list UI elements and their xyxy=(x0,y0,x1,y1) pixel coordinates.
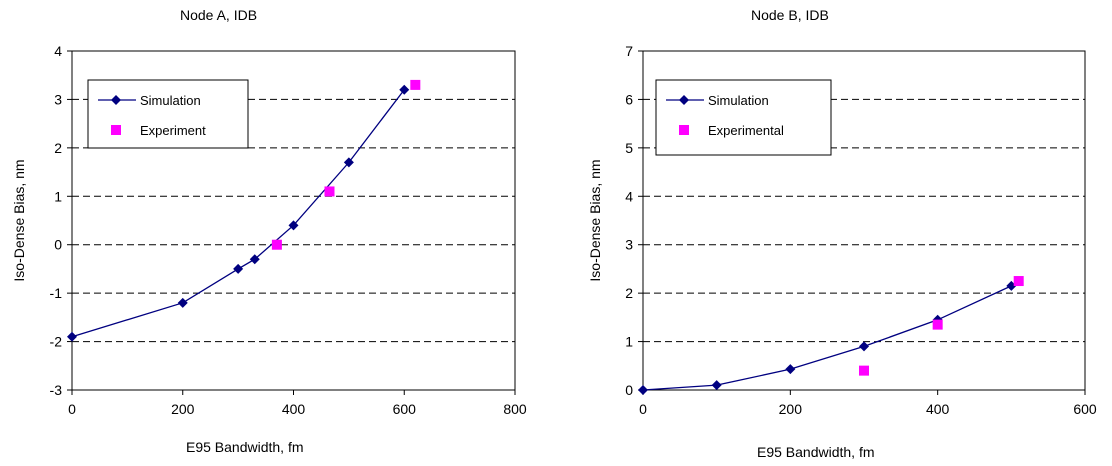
legend: Simulation Experiment xyxy=(87,79,249,149)
x-tick-label: 400 xyxy=(282,401,306,417)
data-point-experiment xyxy=(859,365,869,376)
legend-marker-diamond xyxy=(111,95,121,105)
y-axis-label: Iso-Dense Bias, nm xyxy=(587,159,603,281)
data-point-simulation xyxy=(67,331,77,342)
legend-marker-square xyxy=(679,125,689,135)
chart-node-a: Node A, IDB E95 Bandwidth, fm Iso-Dense … xyxy=(11,7,527,455)
legend-entry-label: Experimental xyxy=(708,123,784,138)
data-point-experiment xyxy=(932,319,943,330)
data-point-simulation xyxy=(343,157,354,168)
legend-box xyxy=(655,79,832,156)
chart-node-b: Node B, IDB E95 Bandwidth, fm Iso-Dense … xyxy=(587,7,1097,460)
series-line-simulation xyxy=(642,285,1012,391)
y-tick-label: 3 xyxy=(625,237,633,253)
y-tick-label: 1 xyxy=(54,188,62,204)
x-tick-label: 600 xyxy=(1073,401,1097,417)
data-point-simulation xyxy=(288,220,299,231)
x-tick-label: 600 xyxy=(393,401,417,417)
y-axis-label: Iso-Dense Bias, nm xyxy=(11,159,27,281)
data-point-simulation xyxy=(785,364,796,375)
y-tick-label: 4 xyxy=(625,188,633,204)
x-tick-label: 200 xyxy=(779,401,803,417)
x-tick-label: 0 xyxy=(68,401,76,417)
data-point-simulation xyxy=(711,380,722,391)
legend-marker-diamond xyxy=(679,95,689,105)
x-tick-label: 200 xyxy=(171,401,195,417)
data-point-simulation xyxy=(177,297,188,308)
y-tick-label: 5 xyxy=(625,140,633,156)
data-point-simulation xyxy=(233,263,244,274)
y-tick-label: -3 xyxy=(50,382,63,398)
legend-entry-label: Simulation xyxy=(140,93,201,108)
legend-marker-square xyxy=(111,125,121,135)
data-point-simulation xyxy=(399,84,410,95)
y-tick-label: 4 xyxy=(54,43,62,59)
x-axis-label: E95 Bandwidth, fm xyxy=(757,444,875,460)
data-point-simulation xyxy=(249,254,260,265)
legend-box xyxy=(87,79,249,149)
y-tick-label: 2 xyxy=(625,285,633,301)
x-tick-label: 0 xyxy=(639,401,647,417)
data-point-simulation xyxy=(638,385,648,395)
chart-title: Node B, IDB xyxy=(751,7,829,23)
legend-entry-label: Simulation xyxy=(708,93,769,108)
data-point-experiment xyxy=(410,79,421,90)
y-tick-label: 2 xyxy=(54,140,62,156)
legend: Simulation Experimental xyxy=(655,79,832,156)
x-tick-label: 400 xyxy=(926,401,950,417)
y-tick-label: 0 xyxy=(54,237,62,253)
y-tick-label: 7 xyxy=(625,43,633,59)
data-point-experiment xyxy=(1013,276,1024,287)
y-tick-label: -1 xyxy=(50,285,63,301)
y-tick-label: 0 xyxy=(625,382,633,398)
y-tick-label: 1 xyxy=(625,334,633,350)
x-axis-label: E95 Bandwidth, fm xyxy=(186,439,304,455)
y-tick-label: 3 xyxy=(54,91,62,107)
y-tick-label: 6 xyxy=(625,91,633,107)
data-point-simulation xyxy=(859,341,869,352)
legend-entry-label: Experiment xyxy=(140,123,206,138)
chart-title: Node A, IDB xyxy=(180,7,257,23)
data-point-experiment xyxy=(271,239,282,250)
x-tick-label: 800 xyxy=(503,401,527,417)
data-point-experiment xyxy=(324,186,335,197)
y-tick-label: -2 xyxy=(50,334,63,350)
